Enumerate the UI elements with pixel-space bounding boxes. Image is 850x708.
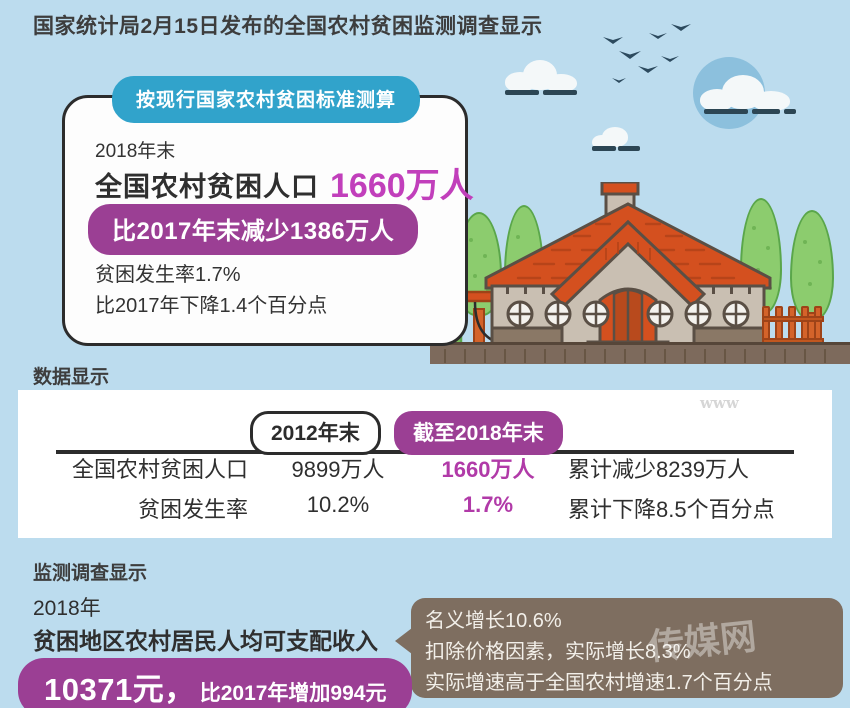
main-card-label: 全国农村贫困人口 [95, 172, 319, 202]
main-card-year: 2018年末 [95, 141, 176, 162]
house-illustration [478, 180, 778, 364]
bird-icon [618, 50, 642, 61]
table-row: 贫困发生率 10.2% 1.7% 累计下降8.5个百分点 [18, 492, 832, 526]
row-value-2018: 1660万人 [441, 457, 535, 482]
growth-callout: 名义增长10.6% 扣除价格因素，实际增长8.3% 实际增速高于全国农村增速1.… [395, 598, 843, 698]
poverty-rate-line: 贫困发生率1.7% [95, 264, 241, 286]
bird-icon [660, 55, 680, 64]
table-row: 全国农村贫困人口 9899万人 1660万人 累计减少8239万人 [18, 452, 832, 486]
monitor-year: 2018年 [33, 597, 101, 620]
main-card-value: 1660万人 [330, 167, 474, 205]
data-section-label: 数据显示 [33, 367, 110, 388]
row-label: 贫困发生率 [137, 497, 248, 522]
row-delta: 累计减少8239万人 [568, 457, 749, 482]
bird-icon [602, 36, 624, 46]
bird-icon [637, 65, 659, 75]
cloud-icon [592, 127, 642, 153]
fence-icon [762, 306, 824, 354]
table-header-2012: 2012年末 [250, 411, 381, 455]
row-value-2012: 10.2% [306, 492, 370, 517]
callout-line: 扣除价格因素，实际增长8.3% [425, 641, 691, 663]
cloud-icon [700, 75, 800, 117]
callout-line: 名义增长10.6% [425, 610, 562, 632]
row-delta: 累计下降8.5个百分点 [568, 497, 775, 522]
row-value-2018: 1.7% [462, 492, 514, 517]
poverty-rate-change-line: 比2017年下降1.4个百分点 [95, 295, 328, 317]
row-label: 全国农村贫困人口 [71, 457, 248, 482]
ground-strip [430, 342, 850, 364]
main-card-decrease-bar: 比2017年末减少1386万人 [88, 204, 419, 255]
cloud-icon [505, 60, 585, 98]
income-note: 比2017年增加994元 [199, 682, 387, 705]
table-header-2018: 截至2018年末 [394, 411, 563, 455]
bird-icon [611, 77, 627, 85]
income-badge: 10371元， 比2017年增加994元 [18, 658, 413, 708]
monitor-subject: 贫困地区农村居民人均可支配收入 [33, 628, 378, 654]
page-title: 国家统计局2月15日发布的全国农村贫困监测调查显示 [33, 15, 543, 38]
callout-tail [395, 628, 412, 654]
row-value-2012: 9899万人 [291, 457, 385, 482]
standard-badge: 按现行国家农村贫困标准测算 [112, 76, 421, 123]
bird-icon [670, 23, 692, 33]
callout-line: 实际增速高于全国农村增速1.7个百分点 [425, 672, 773, 694]
income-amount: 10371元， [44, 672, 196, 707]
bird-icon [648, 32, 668, 41]
monitor-section-label: 监测调查显示 [33, 563, 148, 584]
